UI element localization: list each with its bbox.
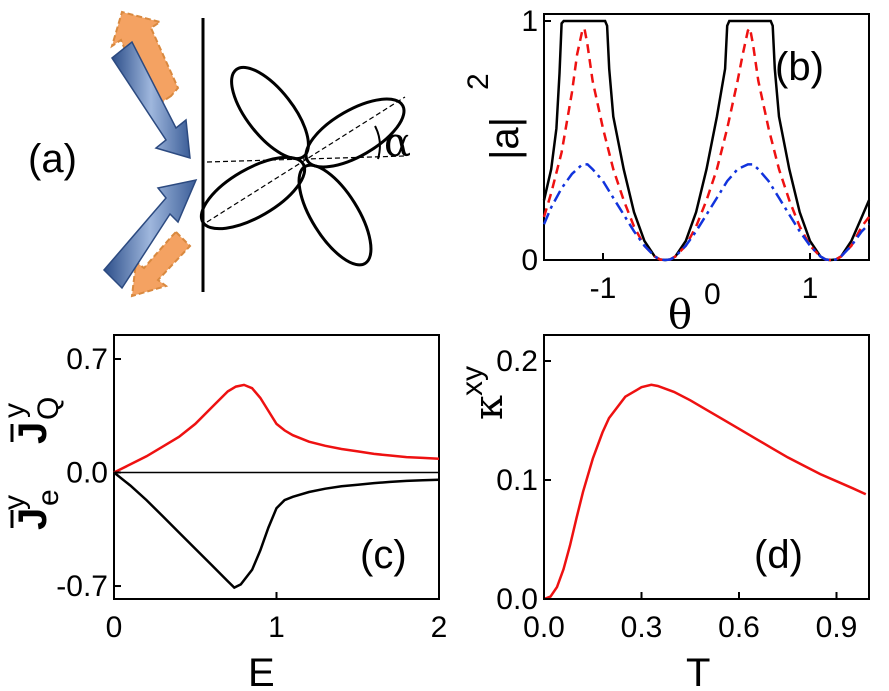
panel-c-series-1: [113, 383, 440, 474]
panel-b-ytick-label-1: 1: [521, 5, 538, 38]
panel-d-xtick-label-1: 0.3: [621, 611, 663, 644]
panel-b-label: (b): [775, 45, 824, 89]
panel-b-plot: -1 1 0 1 (b) |a| 2 θ 0: [462, 5, 871, 338]
axis-line-tilted: [206, 96, 406, 223]
panel-b-xlabel: θ 0: [668, 278, 721, 338]
xlabel-sup: 0: [704, 278, 721, 311]
panel-b-series: [542, 19, 871, 262]
panel-b-frame: [543, 13, 870, 261]
angle-arc: [374, 125, 381, 160]
ylabel-kappa: κ: [466, 395, 512, 420]
ylabel-text: |a|: [483, 117, 527, 160]
ylabel-jq: J: [11, 422, 55, 444]
panel-d-xtick-label-3: 0.9: [816, 611, 858, 644]
panel-c-xtick-label-2: 2: [431, 611, 448, 644]
panel-c-series-2: [113, 471, 440, 590]
ylabel-je-sub: e: [32, 489, 65, 506]
panel-d-series: [543, 383, 867, 601]
panel-c-label: (c): [360, 533, 407, 577]
panel-d-ytick-label-2: 0.2: [496, 345, 538, 378]
panel-d-xtick-label-0: 0.0: [523, 611, 565, 644]
panel-c-ytick-label-1: 0.0: [66, 457, 108, 490]
xlabel-text: θ: [668, 292, 692, 338]
panel-c-ytick-label-2: -0.7: [56, 570, 108, 603]
panel-b-ticks: -1 1 0 1: [521, 5, 818, 305]
ylabel-kappa-sup: xy: [456, 366, 489, 396]
panel-b-series-1: [542, 25, 870, 262]
panel-d-series-0: [543, 383, 867, 601]
panel-c-ticks: 0 1 2 0.7 0.0 -0.7: [56, 343, 447, 644]
panel-c-xtick-label-1: 1: [268, 611, 285, 644]
panel-d-plot: 0.0 0.3 0.6 0.9 0.0 0.1 0.2 (d) T κ xy: [456, 334, 870, 691]
panel-d-frame: [543, 334, 870, 600]
panel-d-xlabel: T: [686, 651, 710, 691]
ylabel-jq-sub: Q: [32, 397, 65, 420]
panel-d-ytick-label-1: 0.1: [496, 464, 538, 497]
panel-d-ylabel: κ xy: [456, 366, 512, 420]
panel-b-xtick-label-0: -1: [590, 272, 617, 305]
ylabel-sup: 2: [462, 73, 495, 90]
panel-b-ytick-label-0: 0: [521, 244, 538, 277]
axis-line-horizontal: [206, 155, 406, 163]
ylabel-jq-sup: y: [0, 403, 31, 418]
angle-alpha-label: α: [384, 120, 411, 166]
panel-b-series-2: [542, 163, 870, 262]
panel-c-ytick-label-0: 0.7: [66, 343, 108, 376]
reflected-arrow-lower: [130, 230, 192, 298]
panel-a-schematic: (a) α: [28, 10, 411, 298]
panel-b-ylabel: |a| 2: [462, 73, 527, 160]
panel-d-xtick-label-2: 0.6: [718, 611, 760, 644]
panel-d-ticks: 0.0 0.3 0.6 0.9 0.0 0.1 0.2: [496, 345, 857, 644]
panel-b-xtick-label-1: 1: [802, 272, 819, 305]
panel-c-series: [113, 383, 440, 590]
incident-arrow-lower: [102, 178, 198, 290]
four-lobe-shape: [199, 65, 406, 267]
ylabel-je: J: [11, 508, 55, 530]
panel-c-xlabel: E: [248, 651, 275, 691]
ylabel-je-sup: y: [0, 495, 31, 510]
panel-d-label: (d): [754, 533, 803, 577]
panel-c-xtick-label-0: 0: [106, 611, 123, 644]
incident-arrow-upper: [110, 40, 191, 160]
panel-d-ytick-label-0: 0.0: [496, 583, 538, 616]
panel-a-label: (a): [28, 137, 77, 181]
panel-c-ylabel: J y e J y Q: [0, 397, 65, 530]
panel-c-plot: 0 1 2 0.7 0.0 -0.7 (c) E J y e J y Q: [0, 334, 447, 691]
